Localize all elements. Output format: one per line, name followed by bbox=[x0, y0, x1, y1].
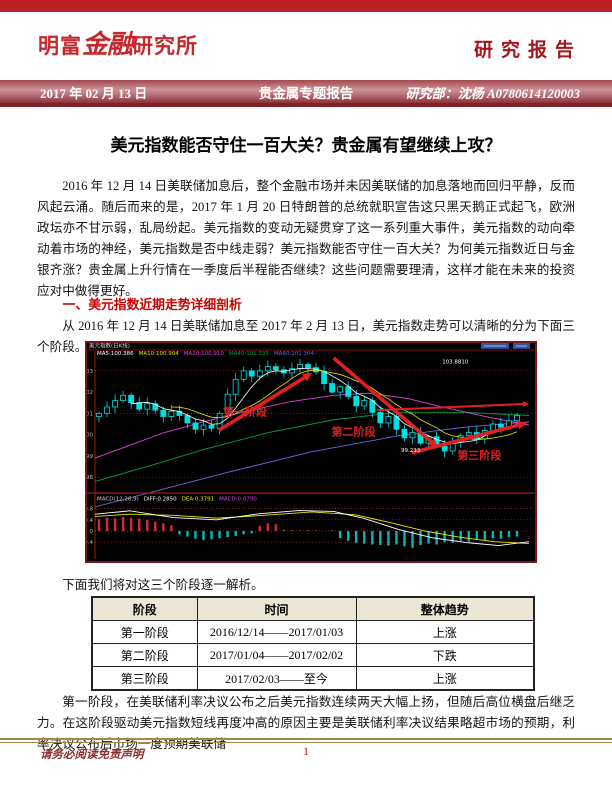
cell-time: 2017/01/04——2017/02/02 bbox=[196, 643, 357, 667]
header-cell-trend: 整体趋势 bbox=[355, 596, 535, 621]
paragraph-stage1-analysis: 第一阶段，在美联储利率决议公布之后美元指数连续两天大幅上扬，但随后高位横盘后继乏… bbox=[37, 695, 575, 751]
disclaimer-text: 请务必阅读免责声明 bbox=[40, 749, 144, 761]
svg-text:-0.4: -0.4 bbox=[85, 540, 93, 546]
dollar-index-chart: 美元指数(日K线) MA5:100.386 MA10:100.904 MA20:100… bbox=[82, 341, 537, 563]
paragraph-phases-intro: 从 2016 年 12 月 14 日美联储加息至 2017 年 2 月 13 日… bbox=[37, 319, 575, 354]
header-band: 2017 年 02 月 13 日 贵金属专题报告 研究部：沈杨 A0780614… bbox=[0, 80, 612, 103]
cell-stage: 第二阶段 bbox=[91, 643, 198, 667]
svg-text:103: 103 bbox=[85, 369, 93, 375]
chart-title: 美元指数(日K线) bbox=[89, 342, 130, 350]
cell-trend: 上涨 bbox=[355, 666, 535, 691]
document-title: 美元指数能否守住一百大关？贵金属有望继续上攻？ bbox=[110, 136, 502, 155]
phase3-annotation: 第三阶段 bbox=[457, 448, 501, 462]
paragraph-intro: 2016 年 12 月 14 日美联储加息后，整个金融市场并未因美联储的加息落地… bbox=[37, 179, 575, 298]
section-1-heading: 一、美元指数近期走势详细剖析 bbox=[62, 298, 242, 312]
phase2-annotation: 第二阶段 bbox=[332, 425, 376, 439]
cell-trend: 上涨 bbox=[355, 620, 535, 644]
svg-text:98: 98 bbox=[86, 475, 93, 481]
candlestick-chart-image: 美元指数(日K线)MA5:100.386 MA10:100.904 MA20:100… bbox=[82, 341, 537, 563]
research-department: 研究部：沈杨 A0780614120003 bbox=[405, 86, 580, 101]
svg-text:101: 101 bbox=[85, 411, 93, 417]
cell-time: 2017/02/03——至今 bbox=[196, 666, 357, 691]
phase-table: 阶段 时间 整体趋势 第一阶段 2016/12/14——2017/01/03 上… bbox=[91, 596, 535, 691]
svg-text:0: 0 bbox=[90, 529, 94, 535]
header-band-underline bbox=[0, 103, 612, 107]
low-price-label: 99.233 bbox=[401, 448, 421, 454]
page-number: 1 bbox=[303, 746, 309, 758]
svg-text:99: 99 bbox=[86, 454, 93, 460]
table-row: 第一阶段 2016/12/14——2017/01/03 上涨 bbox=[91, 620, 535, 644]
svg-text:0.8: 0.8 bbox=[85, 507, 93, 513]
svg-text:102: 102 bbox=[85, 390, 93, 396]
paragraph-table-intro: 下面我们将对这三个阶段逐一解析。 bbox=[62, 578, 264, 592]
footer-divider bbox=[0, 738, 612, 743]
header-cell-stage: 阶段 bbox=[91, 596, 198, 621]
cell-stage: 第三阶段 bbox=[91, 666, 198, 691]
cell-stage: 第一阶段 bbox=[91, 620, 198, 644]
logo-text-mingfu: 明富 bbox=[38, 35, 82, 58]
logo-text-yanjiusuo: 研究所 bbox=[132, 35, 199, 58]
phase1-annotation: 第一阶段 bbox=[223, 404, 267, 418]
table-row: 第三阶段 2017/02/03——至今 上涨 bbox=[91, 666, 535, 691]
price-readout: 103.8810 bbox=[442, 359, 469, 365]
macd-values-label: MACD(12,26,9) DIFF:0.2850 DEA:0.3791 MACD:0… bbox=[97, 497, 257, 503]
svg-text:100: 100 bbox=[85, 433, 93, 439]
svg-text:0.4: 0.4 bbox=[85, 518, 93, 524]
company-logo: 明富金融研究所 bbox=[38, 24, 198, 61]
cell-time: 2016/12/14——2017/01/03 bbox=[196, 620, 357, 644]
table-row: 第二阶段 2017/01/04——2017/02/02 下跌 bbox=[91, 643, 535, 667]
report-type-label: 研究报告 bbox=[473, 40, 582, 61]
header-cell-time: 时间 bbox=[196, 596, 357, 621]
report-series-title: 贵金属专题报告 bbox=[258, 86, 354, 101]
cell-trend: 下跌 bbox=[355, 643, 535, 667]
logo-text-jinrong: 金融 bbox=[82, 29, 133, 59]
table-header-row: 阶段 时间 整体趋势 bbox=[91, 596, 535, 621]
ma-values-label: MA5:100.386 MA10:100.904 MA20:100.910 MA40:… bbox=[97, 351, 315, 357]
chart-toolbar-icons bbox=[481, 342, 530, 349]
report-date: 2017 年 02 月 13 日 bbox=[40, 86, 148, 101]
top-red-bar bbox=[0, 0, 612, 12]
